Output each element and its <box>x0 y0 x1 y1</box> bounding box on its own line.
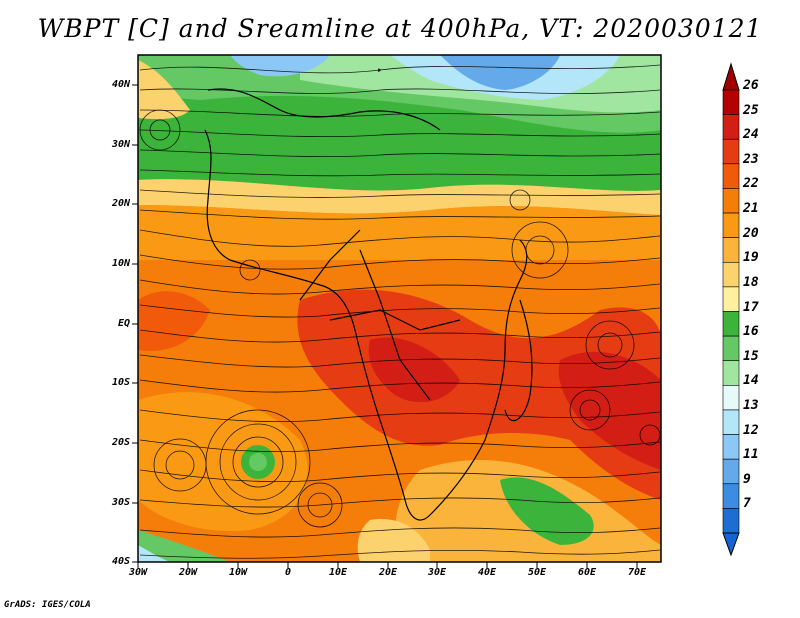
lat-label-10n: 10N <box>111 258 130 269</box>
colorbar-swatch <box>722 163 740 189</box>
grads-credit: GrADS: IGES/COLA <box>4 600 91 610</box>
colorbar-label: 26 <box>743 78 759 93</box>
colorbar-label: 25 <box>743 102 759 118</box>
lat-label-10s: 10S <box>111 377 130 388</box>
colorbar-label: 16 <box>743 324 759 340</box>
lon-label-60e: 60E <box>577 567 597 578</box>
colorbar-swatch <box>722 434 740 460</box>
colorbar-label: 12 <box>743 422 759 438</box>
lon-label-10e: 10E <box>328 567 348 578</box>
lon-label-10w: 10W <box>228 567 248 578</box>
colorbar-swatch <box>722 114 740 140</box>
colorbar <box>722 62 740 557</box>
colorbar-label: 20 <box>743 225 759 241</box>
temperature-field <box>138 55 661 562</box>
colorbar-label: 14 <box>743 373 759 389</box>
lon-ticks <box>137 562 638 568</box>
colorbar-swatch <box>722 335 740 362</box>
colorbar-swatch <box>722 385 740 411</box>
streamlines <box>139 64 661 559</box>
colorbar-swatch <box>722 483 740 509</box>
lat-label-30n: 30N <box>111 139 130 150</box>
colorbar-swatch <box>722 311 740 337</box>
lat-label-20s: 20S <box>111 437 130 448</box>
lat-label-20n: 20N <box>111 198 130 209</box>
colorbar-label: 22 <box>743 176 759 192</box>
lat-label-40n: 40N <box>111 79 130 90</box>
colorbar-label: 9 <box>743 471 751 487</box>
colorbar-label: 24 <box>743 127 759 143</box>
colorbar-swatch <box>722 360 740 386</box>
colorbar-swatch <box>722 89 740 115</box>
colorbar-label: 17 <box>743 299 759 315</box>
colorbar-swatch <box>722 286 740 312</box>
colorbar-swatch <box>722 261 740 288</box>
lon-label-20w: 20W <box>178 567 198 578</box>
coastlines <box>204 88 533 521</box>
lon-label-30w: 30W <box>128 567 148 578</box>
colorbar-label: 23 <box>743 151 759 167</box>
colorbar-label: 13 <box>743 397 759 413</box>
colorbar-swatch <box>722 458 740 485</box>
colorbar-label: 19 <box>743 250 759 266</box>
map-frame <box>137 54 662 563</box>
colorbar-label: 7 <box>743 496 751 512</box>
lon-label-20e: 20E <box>378 567 398 578</box>
colorbar-label: 18 <box>743 274 759 290</box>
lon-label-40e: 40E <box>477 567 497 578</box>
lon-label-50e: 50E <box>527 567 547 578</box>
colorbar-tip-top <box>722 62 740 91</box>
colorbar-swatch <box>722 409 740 435</box>
colorbar-label: 15 <box>743 348 759 364</box>
lon-label-70e: 70E <box>627 567 647 578</box>
colorbar-swatch <box>722 212 740 238</box>
colorbar-label: 11 <box>743 447 759 463</box>
lon-label-30e: 30E <box>427 567 447 578</box>
colorbar-label: 21 <box>743 201 759 217</box>
colorbar-swatch <box>722 138 740 165</box>
colorbar-swatch <box>722 508 740 534</box>
colorbar-swatch <box>722 188 740 214</box>
lat-ticks <box>132 84 138 563</box>
colorbar-swatch <box>722 237 740 263</box>
lat-label-eq: EQ <box>117 318 130 329</box>
colorbar-tip-bottom <box>722 532 740 557</box>
lat-label-30s: 30S <box>111 497 130 508</box>
lon-label-0: 0 <box>284 567 292 578</box>
map-title: WBPT [C] and Sreamline at 400hPa, VT: 20… <box>37 14 763 43</box>
lat-label-40s: 40S <box>111 556 130 567</box>
